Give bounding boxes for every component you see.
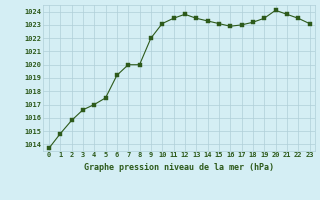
X-axis label: Graphe pression niveau de la mer (hPa): Graphe pression niveau de la mer (hPa) xyxy=(84,163,274,172)
